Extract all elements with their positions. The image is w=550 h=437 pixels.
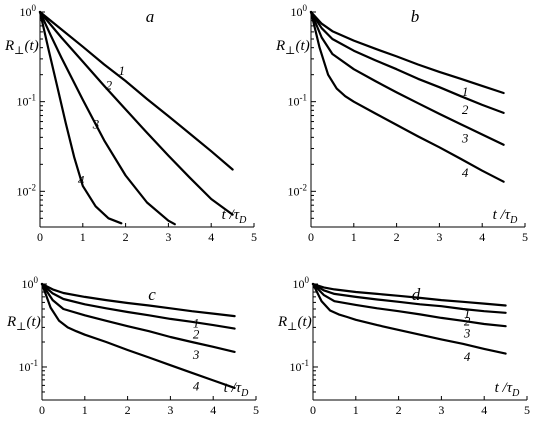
- y-tick-label: 10-2: [288, 182, 308, 198]
- y-tick-label: 100: [22, 275, 39, 291]
- curve-label-3: 3: [192, 347, 200, 362]
- y-tick-label: 10-1: [290, 358, 310, 374]
- curve-label-4: 4: [78, 173, 85, 188]
- curve-1: [311, 282, 507, 307]
- curve-label-2: 2: [462, 102, 469, 117]
- curve-2: [40, 282, 236, 330]
- panel-letter: c: [148, 285, 156, 304]
- x-axis-label: t /τD: [495, 380, 520, 399]
- curve-2: [38, 10, 234, 216]
- x-tick-label: 4: [210, 403, 216, 417]
- x-tick-label: 5: [522, 230, 528, 244]
- curve-3: [311, 282, 507, 328]
- curve-4: [40, 282, 236, 389]
- y-tick-label: 10-2: [17, 182, 37, 198]
- x-tick-label: 5: [253, 403, 259, 417]
- y-tick-label: 10-1: [19, 358, 39, 374]
- curve-label-4: 4: [462, 165, 469, 180]
- x-tick-label: 2: [123, 230, 129, 244]
- curve-label-4: 4: [464, 349, 471, 364]
- x-tick-label: 2: [396, 403, 402, 417]
- x-axis-label: t /τD: [493, 207, 518, 226]
- curve-label-2: 2: [193, 326, 200, 341]
- x-tick-label: 2: [394, 230, 400, 244]
- y-tick-label: 10-1: [17, 93, 37, 109]
- x-tick-label: 5: [524, 403, 530, 417]
- x-tick-label: 3: [438, 403, 444, 417]
- curve-1: [309, 10, 505, 95]
- x-tick-label: 3: [165, 230, 171, 244]
- curve-2: [309, 10, 505, 114]
- curve-2: [311, 282, 507, 314]
- curve-label-3: 3: [461, 130, 469, 145]
- curve-3: [38, 10, 176, 226]
- y-tick-label: 100: [291, 3, 308, 19]
- panel-letter: a: [146, 7, 155, 26]
- x-tick-label: 5: [251, 230, 257, 244]
- curve-3: [40, 282, 236, 353]
- x-axis-label: t /τD: [224, 380, 249, 399]
- x-tick-label: 1: [80, 230, 86, 244]
- x-tick-label: 4: [479, 230, 485, 244]
- x-tick-label: 0: [39, 403, 45, 417]
- x-tick-label: 4: [208, 230, 214, 244]
- curve-label-1: 1: [118, 63, 125, 78]
- x-tick-label: 4: [481, 403, 487, 417]
- y-tick-label: 100: [20, 3, 37, 19]
- y-tick-label: 100: [293, 275, 310, 291]
- curve-3: [309, 10, 505, 146]
- curve-4: [38, 10, 123, 225]
- y-axis-label: R⊥(t): [275, 38, 310, 57]
- curve-4: [309, 10, 505, 183]
- y-axis-label: R⊥(t): [6, 314, 41, 333]
- curve-label-2: 2: [106, 78, 113, 93]
- curve-1: [40, 282, 236, 318]
- x-tick-label: 2: [125, 403, 131, 417]
- panel-letter: b: [411, 7, 420, 26]
- y-axis-label: R⊥(t): [4, 38, 39, 57]
- curve-1: [38, 10, 234, 171]
- x-tick-label: 0: [310, 403, 316, 417]
- panel-b: 0 1 2 3 4 5 100 10-1 10-2 R⊥(t) t /τD b 1 2 3 4: [275, 3, 528, 244]
- y-tick-label: 10-1: [288, 93, 308, 109]
- panel-letter: d: [412, 285, 421, 304]
- curve-4: [311, 282, 507, 355]
- curve-label-3: 3: [463, 325, 471, 340]
- x-tick-label: 3: [167, 403, 173, 417]
- x-tick-label: 0: [308, 230, 314, 244]
- x-tick-label: 1: [82, 403, 88, 417]
- x-tick-label: 1: [353, 403, 359, 417]
- curve-label-3: 3: [92, 116, 100, 131]
- y-axis-label: R⊥(t): [277, 314, 312, 333]
- x-tick-label: 0: [37, 230, 43, 244]
- curve-label-4: 4: [193, 378, 200, 393]
- curve-label-1: 1: [462, 84, 469, 99]
- curve-label-1: 1: [464, 306, 471, 321]
- x-tick-label: 3: [436, 230, 442, 244]
- x-tick-label: 1: [351, 230, 357, 244]
